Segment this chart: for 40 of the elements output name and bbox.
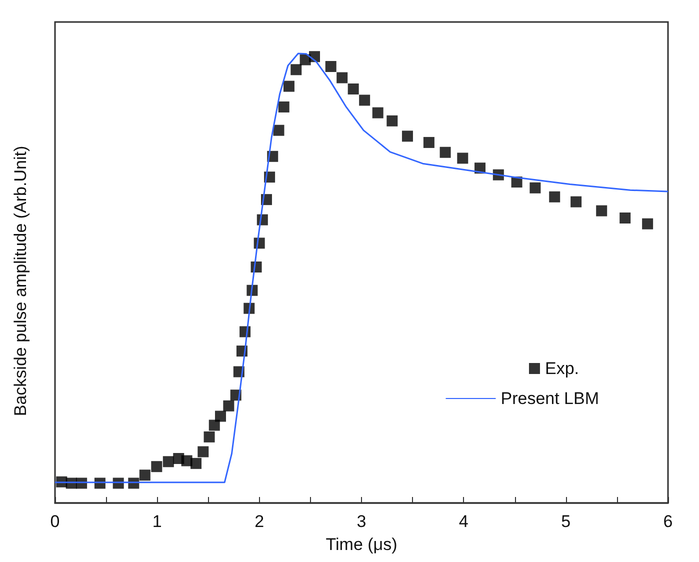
point xyxy=(386,115,398,126)
point xyxy=(642,218,654,230)
point xyxy=(359,94,370,106)
x-tick-label: 6 xyxy=(663,512,673,531)
point xyxy=(190,458,202,469)
legend-label: Exp. xyxy=(544,359,580,378)
point xyxy=(570,196,582,208)
x-tick-label: 0 xyxy=(50,512,60,531)
point xyxy=(162,456,174,468)
point xyxy=(457,152,468,164)
x-tick-label: 1 xyxy=(152,512,162,531)
point xyxy=(423,136,434,148)
point xyxy=(348,83,359,94)
point xyxy=(223,400,234,412)
point xyxy=(204,431,215,442)
point xyxy=(283,80,294,92)
x-tick-label: 5 xyxy=(561,512,571,531)
point xyxy=(596,205,608,216)
point xyxy=(549,191,560,202)
point xyxy=(273,124,284,136)
point xyxy=(440,146,451,158)
point xyxy=(198,446,209,458)
point xyxy=(372,107,384,118)
x-tick-label: 4 xyxy=(458,512,468,531)
point xyxy=(530,182,541,194)
point xyxy=(325,61,336,72)
point xyxy=(215,410,226,422)
point xyxy=(139,470,150,481)
y-axis-title: Backside pulse amplitude (Arb.Unit) xyxy=(11,146,30,416)
point xyxy=(290,64,302,76)
x-axis-title: Time (μs) xyxy=(326,535,398,554)
point xyxy=(151,461,162,472)
point xyxy=(278,101,290,112)
point xyxy=(620,212,631,224)
x-tick-label: 3 xyxy=(356,512,366,531)
point xyxy=(402,130,413,142)
x-tick-label: 2 xyxy=(254,512,264,531)
legend-label: Present LBM xyxy=(500,389,599,408)
point xyxy=(208,420,220,431)
point xyxy=(336,72,348,84)
